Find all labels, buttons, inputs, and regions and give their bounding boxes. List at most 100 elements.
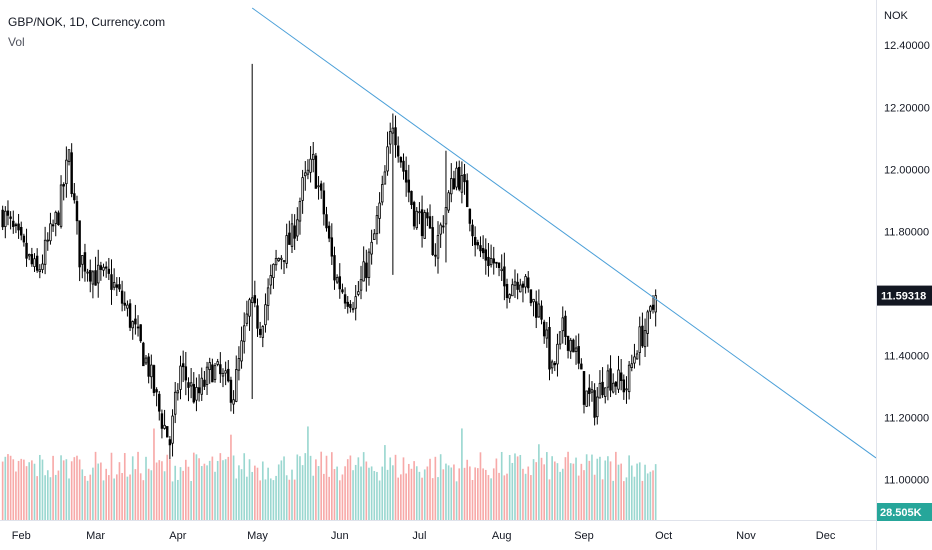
- time-tick-label: Mar: [86, 530, 105, 542]
- price-tick-label: 11.80000: [884, 226, 929, 238]
- volume-bar: [320, 451, 323, 520]
- volume-bar: [84, 475, 86, 520]
- volume-bar: [153, 428, 155, 520]
- symbol-label[interactable]: GBP/NOK, 1D, Currency.com: [8, 15, 166, 29]
- candle-body: [335, 277, 339, 283]
- volume-bar: [246, 476, 248, 520]
- volume-bar: [238, 465, 240, 520]
- volume-bar: [323, 473, 325, 520]
- volume-bar: [463, 467, 466, 520]
- time-tick-label: Nov: [736, 530, 756, 542]
- candle-body: [598, 382, 602, 399]
- volume-bar: [139, 473, 142, 520]
- candle-body: [181, 363, 185, 368]
- volume-bar: [423, 469, 426, 520]
- volume-bar: [591, 454, 593, 520]
- candle-body: [309, 158, 312, 173]
- candle-body: [537, 303, 541, 318]
- volume-bar: [211, 456, 214, 520]
- candle-body: [147, 356, 150, 377]
- volume-bar: [179, 467, 182, 520]
- candle-body: [404, 170, 408, 183]
- candle-body: [296, 219, 299, 237]
- volume-bar: [561, 468, 564, 520]
- volume-bar: [195, 454, 198, 520]
- trendline[interactable]: [251, 7, 877, 459]
- volume-bar: [129, 474, 131, 520]
- volume-bar: [543, 464, 546, 520]
- volume-bar: [617, 464, 620, 520]
- volume-label[interactable]: Vol: [8, 35, 25, 49]
- volume-bar: [442, 469, 445, 520]
- volume-bar: [370, 466, 373, 520]
- last-price-label: 11.59318: [881, 291, 926, 303]
- volume-bar: [17, 460, 20, 520]
- volume-bar: [123, 453, 126, 520]
- volume-bar: [256, 467, 259, 520]
- candle-body: [548, 326, 551, 370]
- volume-bar: [338, 480, 341, 520]
- price-tick-label: 11.00000: [884, 475, 929, 487]
- candle-body: [524, 276, 527, 288]
- volume-bar: [495, 458, 498, 520]
- time-axis[interactable]: Feb Mar Apr May Jun Jul Aug Sep Oct Nov Dec: [0, 520, 876, 543]
- time-tick-label: Feb: [12, 530, 31, 542]
- candle-body: [203, 379, 206, 387]
- volume-bar: [540, 457, 543, 520]
- candle-body: [197, 387, 201, 394]
- volume-bar: [625, 477, 628, 520]
- candle-body: [651, 304, 655, 310]
- candle-body: [319, 183, 323, 191]
- candle-body: [160, 413, 164, 429]
- candle-body: [184, 366, 188, 381]
- volume-bar: [569, 463, 572, 520]
- volume-bar: [450, 467, 453, 520]
- candle-body: [439, 224, 442, 235]
- volume-bar: [559, 471, 561, 520]
- candle-body: [402, 160, 405, 172]
- volume-bar: [219, 453, 222, 520]
- candle-body: [627, 364, 631, 393]
- time-tick-label: Oct: [655, 530, 672, 542]
- volume-bar: [604, 460, 607, 520]
- candle-body: [288, 232, 291, 245]
- candle-body: [460, 175, 464, 193]
- volume-bar: [147, 468, 150, 520]
- price-tick-label: 12.00000: [884, 164, 930, 176]
- volume-bar: [78, 459, 81, 520]
- candle-body: [463, 174, 466, 183]
- candle-body: [513, 281, 517, 286]
- volume-bar: [519, 454, 522, 520]
- candle-body: [604, 387, 607, 397]
- candle-body: [14, 224, 18, 227]
- volume-bar: [113, 478, 115, 520]
- volume-bar: [174, 465, 177, 520]
- candle-body: [264, 304, 267, 326]
- candle-body: [582, 371, 586, 405]
- volume-bar: [60, 455, 62, 520]
- candle-body: [468, 208, 472, 224]
- candle-body: [227, 368, 230, 382]
- candle-body: [431, 227, 434, 255]
- volume-bar: [344, 466, 346, 520]
- candle-body: [391, 127, 395, 134]
- candle-body: [211, 364, 214, 383]
- volume-bar: [216, 460, 219, 520]
- volume-bar: [304, 453, 307, 520]
- volume-bar: [628, 455, 630, 520]
- price-axis[interactable]: 12.4000012.2000012.0000011.8000011.60000…: [876, 0, 932, 550]
- candle-body: [51, 224, 55, 227]
- volume-bar: [169, 459, 171, 520]
- candle-body: [481, 248, 485, 254]
- candle-body: [396, 145, 400, 157]
- volume-bar: [57, 470, 60, 520]
- volume-bar: [299, 456, 301, 520]
- volume-bar: [145, 456, 147, 520]
- candle-body: [635, 353, 639, 360]
- volume-bar: [413, 461, 415, 520]
- candle-body: [17, 223, 20, 231]
- candle-body: [346, 301, 349, 307]
- candle-body: [330, 237, 334, 257]
